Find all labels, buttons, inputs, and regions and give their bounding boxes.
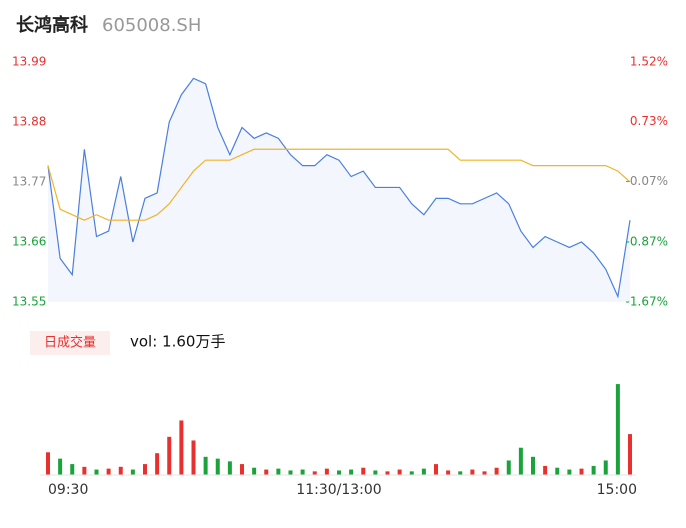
volume-bar [373,470,378,475]
y-tick-label: 13.55 [12,295,46,309]
volume-bar [143,464,147,475]
x-tick-label: 09:30 [48,482,88,498]
volume-bar [179,420,184,475]
volume-bar [434,464,438,475]
volume-bar [349,469,354,475]
volume-bar [70,464,75,475]
volume-bar [458,471,463,475]
volume-bar [191,440,196,475]
volume-bar [155,453,160,475]
volume-bar [118,466,123,475]
volume-bar [337,470,341,475]
volume-bar [603,460,608,475]
average-line [47,148,631,221]
y-tick-label: 13.66 [12,235,46,249]
volume-bar [494,467,499,475]
volume-bar [276,468,281,475]
volume-bar [312,471,317,475]
volume-bar [397,469,402,475]
stock-code: 605008.SH [102,15,201,36]
volume-bar [482,471,487,475]
volume-bar [130,469,135,475]
y-tick-label: 13.99 [12,55,46,69]
volume-bar [518,447,523,475]
volume-bar [421,468,426,475]
volume-bar [506,460,511,475]
volume-bar [203,456,208,475]
volume-summary: vol: 1.60万手 [130,333,225,351]
x-tick-label: 15:00 [597,482,637,498]
volume-bar [446,470,451,475]
volume-bar [555,467,560,475]
stock-name: 长鸿高科 [16,14,88,36]
y-tick-label: 13.77 [12,175,46,189]
volume-bar [264,469,269,475]
volume-bar [628,434,632,475]
volume-bar [94,469,99,475]
price-line [47,77,631,299]
volume-bar [615,384,620,475]
volume-bar [324,468,329,475]
volume-bar [82,466,87,475]
y2-tick-label: -0.87% [626,234,668,248]
volume-bar [58,458,63,475]
volume-legend: 日成交量 [44,335,96,351]
volume-bar [252,467,257,475]
volume-bar [470,469,475,475]
volume-bar [215,458,220,475]
volume-bar [409,471,414,475]
volume-badge [30,331,110,355]
y2-tick-label: -1.67% [626,295,668,309]
price-area [48,78,630,302]
volume-bar [46,452,50,475]
y2-tick-label: 0.73% [630,114,668,128]
y2-tick-label: -0.07% [626,174,668,188]
volume-bar [567,469,572,475]
volume-bar [361,467,366,475]
volume-bar [240,464,244,475]
volume-bar [106,468,111,475]
y-tick-label: 13.88 [12,115,46,129]
volume-bar [288,470,293,475]
y2-tick-label: 1.52% [630,55,668,69]
volume-bar [167,436,172,475]
volume-bar [531,456,535,475]
volume-bar [385,471,390,475]
volume-bar [227,461,232,475]
x-tick-label: 11:30/13:00 [296,482,381,498]
volume-bar [579,468,584,475]
volume-bar [591,465,596,475]
volume-bar [300,469,305,475]
volume-bar [543,465,548,475]
